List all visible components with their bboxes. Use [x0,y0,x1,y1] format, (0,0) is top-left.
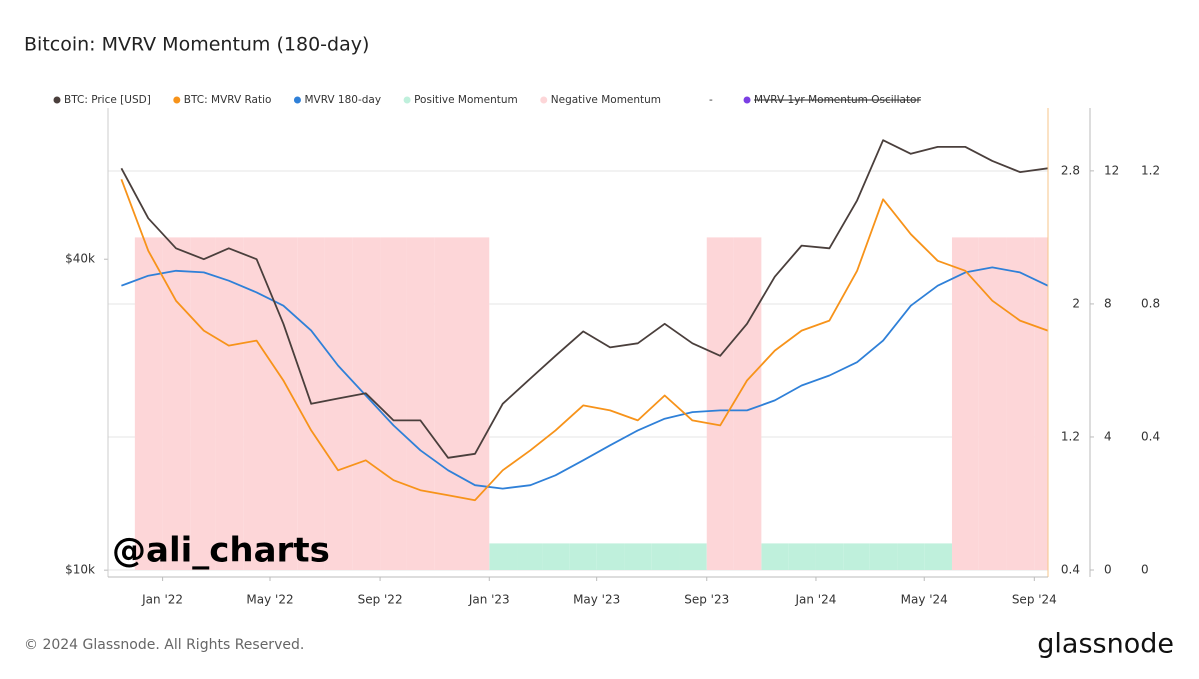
legend-dot [53,96,61,104]
x-tick-label: May '22 [246,593,293,607]
x-tick-label: Jan '24 [794,593,836,607]
momentum-band [924,543,952,571]
momentum-band [815,543,844,571]
momentum-band [596,543,625,571]
momentum-band [761,543,789,571]
series-line [120,178,1049,502]
momentum-band [542,543,570,571]
momentum-band [897,543,925,571]
momentum-band [134,237,163,571]
legend-label: BTC: MVRV Ratio [184,94,272,106]
footer: © 2024 Glassnode. All Rights Reserved. [24,637,304,653]
y4-tick-label: 1.2 [1141,163,1160,177]
momentum-band [869,543,898,571]
momentum-band [243,237,270,571]
momentum-band [190,237,216,571]
brand: glassnode [1037,629,1174,660]
momentum-band [624,543,652,571]
y-tick-label: $10k [65,563,95,577]
momentum-band [461,237,490,571]
momentum-band [489,543,518,571]
y2-tick-label: 0.4 [1061,563,1080,577]
x-tick-label: May '24 [901,593,948,607]
momentum-band [162,237,191,571]
x-tick-label: May '23 [573,593,620,607]
momentum-band [651,543,680,571]
x-tick-label: Jan '23 [468,593,510,607]
momentum-band [215,237,244,571]
momentum-band [706,237,734,571]
x-tick-label: Sep '23 [684,593,729,607]
y3-tick-label: 0 [1104,563,1112,577]
momentum-band [978,237,1007,571]
momentum-band [324,237,353,571]
momentum-band [733,237,762,571]
momentum-band [1006,237,1035,571]
momentum-band [569,543,597,571]
x-tick-label: Jan '22 [141,593,183,607]
x-tick-label: Sep '22 [358,593,403,607]
momentum-band [1034,237,1048,571]
y3-tick-label: 12 [1104,163,1119,177]
momentum-band [843,543,870,571]
watermark: @ali_charts [112,531,330,571]
y3-tick-label: 8 [1104,296,1112,310]
momentum-band [434,237,462,571]
y4-tick-label: 0 [1141,563,1149,577]
y4-tick-label: 0.8 [1141,296,1160,310]
legend-dot [743,96,751,104]
y2-tick-label: 2 [1072,297,1080,311]
x-tick-label: Sep '24 [1012,593,1057,607]
y-tick-label: $40k [65,252,95,266]
legend-label: BTC: Price [USD] [64,94,151,106]
chart-title: Bitcoin: MVRV Momentum (180-day) [24,34,369,56]
momentum-band [406,237,435,571]
y2-tick-label: 2.8 [1061,164,1080,178]
y2-tick-label: 1.2 [1061,430,1080,444]
legend-label: Negative Momentum [551,94,661,106]
momentum-band [679,543,707,571]
legend-separator: - [709,94,713,106]
momentum-band [788,543,816,571]
legend-dot [173,96,181,104]
series-line [120,139,1048,459]
legend-label: Positive Momentum [414,94,518,106]
momentum-band [951,237,979,571]
legend-dot [403,96,411,104]
y4-tick-label: 0.4 [1141,429,1160,443]
y3-tick-label: 4 [1104,429,1112,443]
legend-dot [540,96,548,104]
momentum-band [517,543,543,571]
legend-label: MVRV 180-day [304,94,381,106]
momentum-band [380,237,407,571]
legend-dot [293,96,301,104]
momentum-band [269,237,298,571]
